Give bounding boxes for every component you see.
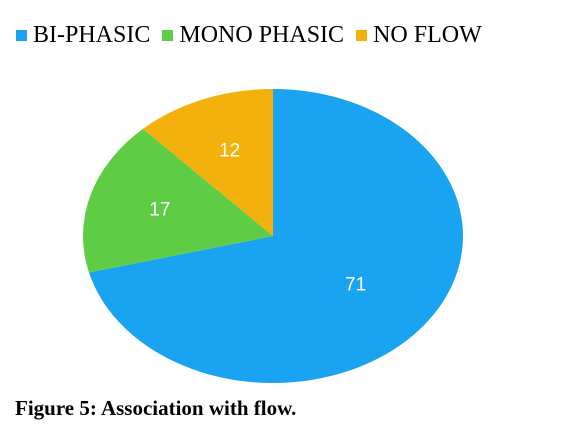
legend-label: BI-PHASIC [33,22,151,48]
slice-data-label: 17 [149,200,170,221]
slice-data-label: 71 [345,275,366,296]
slice-data-label: 12 [219,140,240,161]
chart-legend: BI-PHASIC MONO PHASIC NO FLOW [16,22,556,49]
figure-caption: Figure 5: Association with flow. [15,396,297,420]
legend-label: MONO PHASIC [179,22,345,48]
legend-item: BI-PHASIC [16,22,150,49]
pie-slice [88,89,463,384]
legend-item: MONO PHASIC [162,22,344,49]
legend-swatch [16,30,27,41]
legend-swatch [356,30,368,41]
legend-label: NO FLOW [373,22,482,48]
pie-slice [142,89,273,236]
legend-item: NO FLOW [356,22,482,49]
pie-slice [83,128,273,273]
legend-swatch [162,30,174,41]
